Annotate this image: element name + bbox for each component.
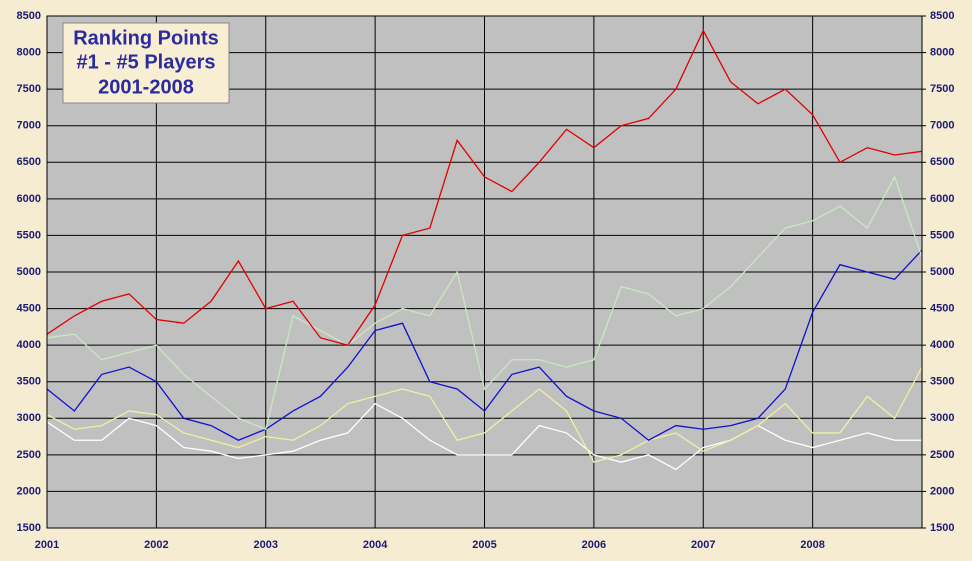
y-tick-label: 7000 [17, 120, 41, 132]
chart-title: #1 - #5 Players [77, 51, 216, 73]
y-tick-label: 4000 [17, 339, 41, 351]
y-tick-label: 5500 [17, 229, 41, 241]
title-box [62, 22, 230, 104]
y2-tick-label: 3500 [930, 376, 954, 388]
y2-tick-label: 5500 [930, 229, 954, 241]
x-tick-label: 2005 [472, 539, 496, 551]
y-tick-label: 1500 [17, 522, 41, 534]
chart-title: 2001-2008 [98, 76, 194, 98]
y2-tick-label: 5000 [930, 266, 954, 278]
y-tick-label: 3000 [17, 412, 41, 424]
lines [46, 29, 923, 471]
y-tick-label: 2500 [17, 449, 41, 461]
series-line [46, 29, 923, 346]
y-tick-label: 5000 [17, 266, 41, 278]
x-tick-label: 2008 [800, 539, 824, 551]
y-tick-label: 7500 [17, 83, 41, 95]
x-tick-label: 2007 [691, 539, 715, 551]
y-tick-label: 3500 [17, 376, 41, 388]
x-tick-label: 2004 [363, 539, 388, 551]
x-tick-label: 2002 [144, 539, 168, 551]
y2-tick-label: 1500 [930, 522, 954, 534]
y2-tick-label: 4500 [930, 302, 954, 314]
series-line [46, 249, 923, 442]
series-line [46, 402, 922, 471]
y-tick-label: 2000 [17, 485, 41, 497]
series-line [46, 366, 923, 463]
y2-tick-label: 6000 [930, 193, 954, 205]
y2-tick-label: 2000 [930, 485, 954, 497]
y2-tick-label: 3000 [930, 412, 954, 424]
y-tick-label: 6000 [17, 193, 41, 205]
x-tick-label: 2006 [582, 539, 606, 551]
y2-tick-label: 2500 [930, 449, 954, 461]
y2-tick-label: 6500 [930, 156, 954, 168]
x-tick-label: 2003 [254, 539, 278, 551]
y2-tick-label: 4000 [930, 339, 954, 351]
y2-tick-label: 7500 [930, 83, 954, 95]
y-tick-label: 6500 [17, 156, 41, 168]
series-line [46, 175, 923, 431]
x-tick-label: 2001 [35, 539, 59, 551]
chart-title: Ranking Points [73, 27, 219, 49]
y-tick-label: 4500 [17, 302, 41, 314]
y2-tick-label: 8500 [930, 10, 954, 22]
y2-tick-label: 7000 [930, 120, 954, 132]
y-tick-label: 8000 [17, 46, 41, 58]
y-tick-label: 8500 [17, 10, 41, 22]
y2-tick-label: 8000 [930, 46, 954, 58]
